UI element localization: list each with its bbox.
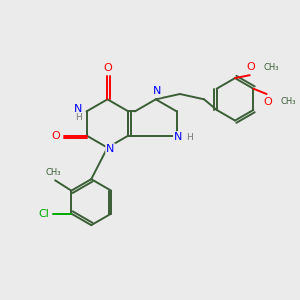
Text: N: N [106, 144, 115, 154]
Text: H: H [75, 113, 82, 122]
Text: CH₃: CH₃ [46, 168, 62, 177]
Text: O: O [51, 130, 60, 141]
Text: CH₃: CH₃ [264, 63, 279, 72]
Text: H: H [187, 133, 193, 142]
Text: O: O [103, 63, 112, 74]
Text: O: O [247, 62, 256, 72]
Text: N: N [74, 104, 82, 114]
Text: O: O [264, 97, 272, 107]
Text: CH₃: CH₃ [280, 98, 296, 106]
Text: N: N [153, 86, 161, 96]
Text: Cl: Cl [38, 208, 49, 219]
Text: N: N [174, 132, 182, 142]
